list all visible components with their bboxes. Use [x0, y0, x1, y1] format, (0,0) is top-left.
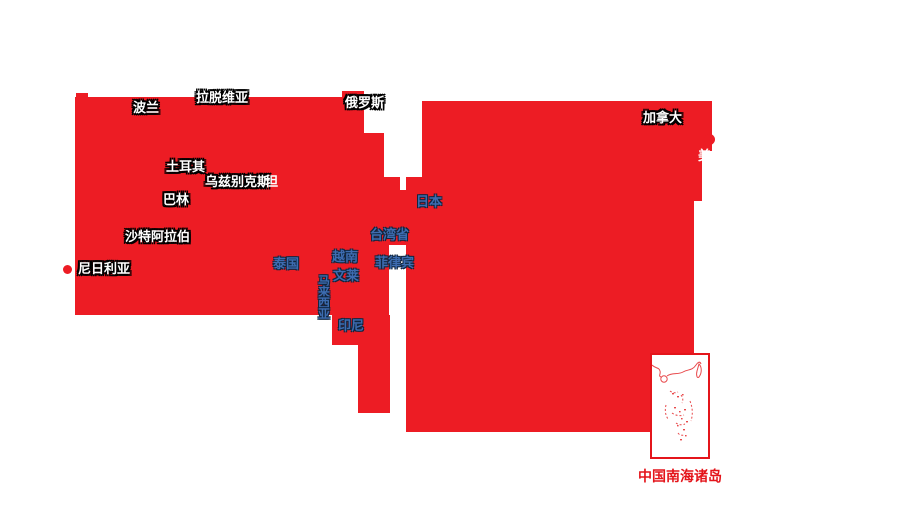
- label-uzbekistan: 乌兹别克斯: [205, 175, 271, 190]
- label-vietnam: 越南: [332, 250, 359, 265]
- landmass-west-main[interactable]: [75, 97, 364, 315]
- sea-notch: [389, 245, 400, 315]
- landmass-southeast-strip-b[interactable]: [358, 345, 390, 413]
- label-saudi-arabia: 沙特阿拉伯: [125, 230, 191, 245]
- label-nigeria: 尼日利亚: [78, 262, 131, 277]
- label-usa: 美: [698, 149, 712, 164]
- label-bahrain: 巴林: [163, 193, 190, 208]
- label-canada: 加拿大: [643, 111, 683, 126]
- label-turkey: 土耳其: [166, 160, 206, 175]
- label-russia: 俄罗斯: [345, 96, 385, 111]
- label-uzbekistan-tail: 坦: [265, 175, 279, 190]
- inset-coastline-sketch: [651, 361, 702, 441]
- label-philippines: 菲律宾: [375, 256, 415, 271]
- label-indonesia: 印尼: [338, 319, 365, 334]
- label-poland: 波兰: [133, 101, 160, 116]
- label-latvia: 拉脱维亚: [196, 91, 249, 106]
- landmass-mid-bridge[interactable]: [384, 190, 410, 245]
- landmass-russia-bump: [342, 91, 364, 98]
- label-taiwan: 台湾省: [370, 228, 410, 243]
- landmass-east-top[interactable]: [422, 101, 694, 177]
- landmass-east-main[interactable]: [406, 177, 694, 432]
- landmass-west-ext-a[interactable]: [364, 133, 384, 177]
- us-east-marker-dot[interactable]: [704, 134, 715, 145]
- south-china-sea-inset: [650, 353, 710, 459]
- landmass-west-top-bump: [76, 93, 88, 98]
- nigeria-marker-dot[interactable]: [63, 265, 72, 274]
- label-japan: 日本: [416, 195, 443, 210]
- label-brunei: 文莱: [333, 269, 360, 284]
- inset-caption: 中国南海诸岛: [638, 469, 722, 485]
- landmass-east-edge-b: [694, 151, 702, 201]
- label-thailand: 泰国: [273, 257, 300, 272]
- label-malaysia: 马来西亚: [318, 274, 331, 321]
- landmass-southeast-strip-a[interactable]: [332, 315, 390, 345]
